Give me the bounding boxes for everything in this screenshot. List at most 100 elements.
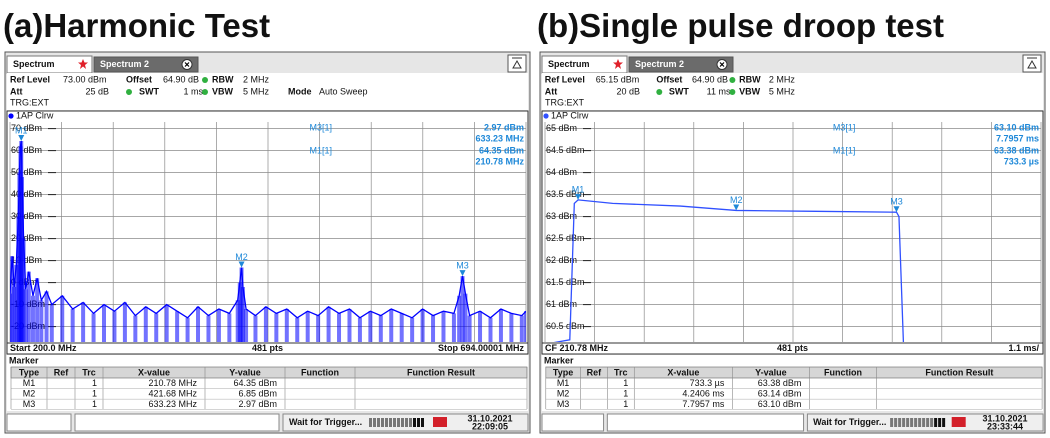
plot-area <box>541 110 1044 345</box>
setting-value: 25 dB <box>85 86 109 96</box>
cell-trc: 1 <box>623 388 628 398</box>
progress-block <box>934 418 938 427</box>
readout-x: 633.23 MHz <box>475 133 524 143</box>
marker-label: M3 <box>890 197 903 207</box>
menu-icon <box>1022 54 1042 73</box>
status-dot <box>126 89 132 95</box>
status-box <box>74 413 280 432</box>
column-header: Function Result <box>407 367 475 377</box>
trace-dot <box>8 113 14 119</box>
status-dot <box>729 89 736 95</box>
progress-block <box>397 418 400 427</box>
cell-trc: 1 <box>623 399 628 409</box>
y-tick-label: 63.5 dBm <box>546 189 585 199</box>
trace-group <box>553 199 905 342</box>
setting-value: 64.90 dB <box>163 74 199 84</box>
plot-area <box>6 110 529 345</box>
figure-title: (b)Single pulse droop test <box>537 7 944 44</box>
progress-block <box>922 418 926 427</box>
status-dot <box>202 77 208 83</box>
setting-value: 5 MHz <box>769 86 796 96</box>
setting-label: Offset <box>656 74 682 84</box>
setting-label: Offset <box>126 74 152 84</box>
column-header: Function <box>301 367 339 377</box>
column-header: Trc <box>82 367 96 377</box>
progress-block <box>890 418 894 427</box>
cell-y: 63.14 dBm <box>758 388 802 398</box>
menu-icon-glyph <box>1027 57 1037 69</box>
tab-close-x <box>184 62 190 67</box>
progress-block <box>930 418 934 427</box>
progress-block <box>918 418 922 427</box>
readout-x: 210.78 MHz <box>475 156 524 166</box>
marker-title: Marker <box>544 355 574 365</box>
status-box <box>541 413 605 432</box>
setting-value: 5 MHz <box>243 86 270 96</box>
tab-label[interactable]: Spectrum 2 <box>635 59 684 69</box>
warning-icon <box>951 417 966 427</box>
readout-x: 7.7957 ms <box>996 133 1039 143</box>
progress-block <box>401 418 404 427</box>
tab-label[interactable]: Spectrum <box>13 59 55 69</box>
marker-label: M3 <box>456 260 469 270</box>
marker <box>733 204 740 211</box>
marker-label: M2 <box>235 252 248 262</box>
cell-type: M1 <box>23 378 36 388</box>
progress-block <box>914 418 918 427</box>
cell-trc: 1 <box>92 399 97 409</box>
progress-block <box>405 418 408 427</box>
setting-value: 1 ms <box>183 86 203 96</box>
menu-icon-glyph <box>512 57 522 69</box>
column-header: Function <box>824 367 862 377</box>
y-tick-label: 61 dBm <box>546 299 577 309</box>
trace <box>10 140 526 319</box>
progress-block <box>926 418 930 427</box>
status-time: 22:09:05 <box>472 421 508 431</box>
progress-block <box>417 418 420 427</box>
column-header: Type <box>19 367 39 377</box>
progress-block <box>373 418 376 427</box>
marker-panel <box>542 355 1043 411</box>
trace-label: 1AP Clrw <box>16 110 54 120</box>
column-header: Type <box>553 367 573 377</box>
setting-label: Mode <box>288 86 312 96</box>
header <box>542 73 1043 110</box>
status-time: 23:33:44 <box>987 421 1023 431</box>
progress-block <box>906 418 910 427</box>
setting-label: VBW <box>212 86 234 96</box>
progress-block <box>938 418 942 427</box>
cell-x: 733.3 µs <box>690 378 725 388</box>
tab-label[interactable]: Spectrum <box>548 59 590 69</box>
status-dot <box>729 77 736 83</box>
progress-block <box>902 418 906 427</box>
cell-x: 421.68 MHz <box>148 388 197 398</box>
readout-y: 63.10 dBm <box>994 122 1039 132</box>
progress-block <box>910 418 914 427</box>
trace <box>553 199 905 342</box>
status-box <box>6 413 72 432</box>
tab-label[interactable]: Spectrum 2 <box>100 59 149 69</box>
cell-y: 6.85 dBm <box>238 388 277 398</box>
setting-label: RBW <box>739 74 761 84</box>
setting-label: Att <box>545 86 558 96</box>
footer-left: CF 210.78 MHz <box>545 343 609 353</box>
y-tick-label: 40 dBm <box>11 189 42 199</box>
y-tick-label: 62 dBm <box>546 255 577 265</box>
progress-block <box>942 418 946 427</box>
y-tick-label: 50 dBm <box>11 167 42 177</box>
y-tick-label: 62.5 dBm <box>546 233 585 243</box>
column-header: Function Result <box>925 367 993 377</box>
readout-y: 64.35 dBm <box>479 145 524 155</box>
readout-y: 2.97 dBm <box>484 122 524 132</box>
cell-y: 63.10 dBm <box>758 399 802 409</box>
readout-label: M1[1] <box>310 145 333 155</box>
cell-y: 2.97 dBm <box>238 399 277 409</box>
plot-footer <box>541 342 1044 355</box>
marker-label: M1 <box>572 184 585 194</box>
y-tick-label: 61.5 dBm <box>546 277 585 287</box>
readout-label: M3[1] <box>833 122 856 132</box>
setting-label: SWT <box>139 86 159 96</box>
progress-block <box>381 418 384 427</box>
cell-x: 210.78 MHz <box>148 378 197 388</box>
